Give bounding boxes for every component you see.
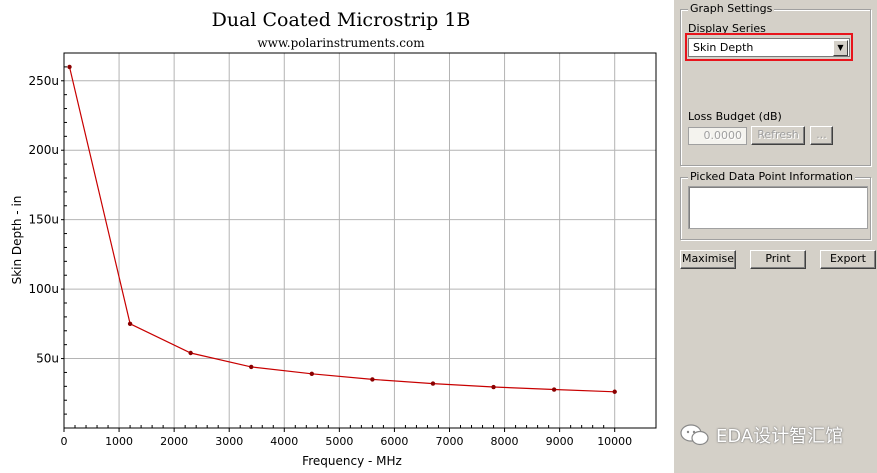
data-point[interactable] [430, 381, 436, 386]
side-panel: Graph Settings Display Series Skin Depth… [674, 0, 877, 473]
data-point[interactable] [370, 377, 375, 382]
y-tick-label: 200u [28, 143, 59, 157]
picked-data-textarea[interactable] [688, 186, 868, 229]
data-point[interactable] [612, 389, 617, 394]
loss-budget-value: 0.0000 [703, 129, 743, 142]
data-point[interactable] [309, 371, 315, 377]
graph-settings-title: Graph Settings [688, 2, 775, 16]
picked-data-title: Picked Data Point Information [688, 170, 855, 184]
chart-panel: Dual Coated Microstrip 1B www.polarinstr… [0, 0, 674, 473]
picked-data-group: Picked Data Point Information [680, 170, 871, 240]
grid-lines [64, 53, 656, 428]
skin-depth-chart: Dual Coated Microstrip 1B www.polarinstr… [10, 9, 657, 468]
data-point[interactable] [551, 387, 557, 392]
x-tick-label: 1000 [105, 435, 133, 448]
x-tick-label: 3000 [215, 435, 243, 448]
x-tick-label: 5000 [325, 435, 353, 448]
chart-title: Dual Coated Microstrip 1B [212, 9, 471, 31]
x-tick-label: 7000 [435, 435, 463, 448]
display-series-highlight [685, 33, 853, 61]
y-tick-label: 100u [28, 282, 59, 296]
data-point[interactable] [67, 64, 72, 70]
graph-settings-group: Graph Settings [680, 2, 871, 166]
chart-subtitle: www.polarinstruments.com [257, 36, 425, 50]
loss-budget-label: Loss Budget (dB) [688, 110, 782, 123]
print-button[interactable]: Print [750, 250, 806, 269]
data-point[interactable] [491, 384, 496, 390]
x-tick-label: 9000 [546, 435, 574, 448]
series-line-skin-depth [68, 66, 615, 393]
display-series-label: Display Series [688, 22, 766, 35]
display-series-select[interactable]: Skin Depth ▼ [688, 38, 850, 57]
maximise-button[interactable]: Maximise [680, 250, 736, 269]
data-point[interactable] [127, 321, 133, 327]
series-layer [67, 64, 617, 394]
x-tick-label: 4000 [270, 435, 298, 448]
y-tick-label: 150u [28, 213, 59, 227]
x-tick-label: 2000 [160, 435, 188, 448]
watermark-text: EDA设计智汇馆 [716, 426, 844, 447]
plot-area[interactable] [63, 52, 657, 429]
y-tick-label: 50u [36, 352, 59, 366]
display-series-value: Skin Depth [693, 41, 754, 54]
x-tick-label: 0 [61, 435, 68, 448]
x-axis-label: Frequency - MHz [302, 454, 402, 468]
watermark: EDA设计智汇馆 [680, 420, 843, 450]
data-point[interactable] [188, 350, 193, 356]
x-tick-label: 6000 [380, 435, 408, 448]
y-tick-label: 250u [28, 74, 59, 88]
chat-bubbles-icon [680, 424, 709, 446]
refresh-button[interactable]: Refresh [751, 126, 805, 145]
export-button[interactable]: Export [820, 250, 876, 269]
data-point[interactable] [249, 364, 254, 370]
y-axis-label: Skin Depth - in [10, 196, 24, 285]
loss-budget-input[interactable]: 0.0000 [688, 127, 747, 145]
x-axis-ticks: 0 1000 2000 3000 4000 5000 6000 7000 8000 9000 100… [61, 425, 632, 448]
chevron-down-icon[interactable]: ▼ [833, 40, 848, 56]
x-tick-label: 8000 [491, 435, 519, 448]
x-tick-label: 10000 [597, 435, 632, 448]
y-axis-ticks: 50u 100u 150u 200u 250u [28, 66, 67, 415]
ellipsis-button[interactable]: ... [810, 126, 833, 145]
